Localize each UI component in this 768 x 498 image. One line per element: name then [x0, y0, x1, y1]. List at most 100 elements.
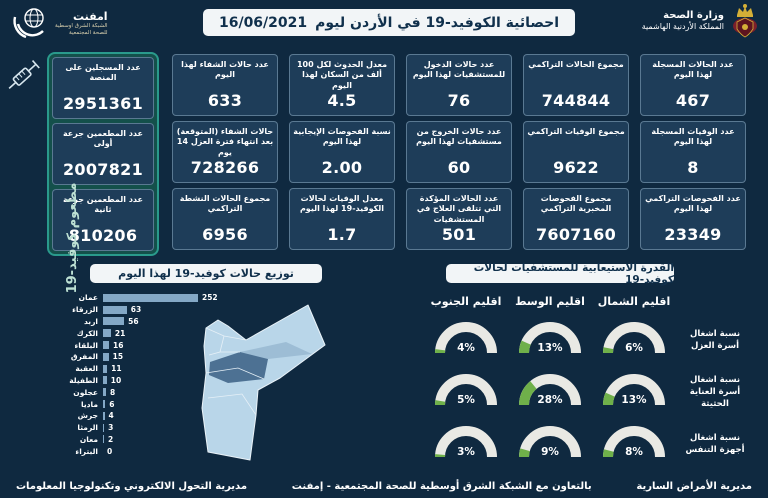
gauge-icon: 6%	[603, 321, 665, 354]
bar-track	[103, 411, 105, 420]
bar-row: الطفيلة 10	[8, 375, 258, 387]
gauge-icon: 13%	[603, 373, 665, 406]
page-title: احصائية الكوفيد-19 في الأردن ليوم	[315, 14, 560, 31]
bar-track	[103, 341, 110, 350]
ministry-name: وزارة الصحة	[663, 9, 724, 21]
stat-label: عدد الفحوصات التراكمي لهذا اليوم	[645, 194, 741, 214]
bar-label: الرمثا	[77, 423, 98, 433]
bar-value: 2	[108, 434, 114, 444]
bar	[103, 435, 104, 444]
stat-card: معدل الوفيات لحالات الكوفيد-19 لهذا اليو…	[289, 188, 395, 250]
bar-track	[103, 305, 127, 314]
moh-emblem-icon	[733, 4, 757, 38]
gauge-value: 13%	[621, 394, 647, 406]
stat-card: مجموع الفحوصات المخبرية التراكمي 7607160	[523, 188, 629, 250]
stat-value: 728266	[190, 158, 260, 178]
bar-track	[103, 293, 198, 302]
gauge-icon: 28%	[519, 373, 581, 406]
stat-card: عدد الحالات المؤكدة التي تتلقى العلاج في…	[406, 188, 512, 250]
gauge: 4%	[429, 318, 503, 363]
bar-track	[103, 364, 108, 373]
stat-value: 76	[447, 91, 471, 110]
bar	[103, 329, 111, 338]
bar-value: 0	[107, 446, 113, 456]
syringe-icon	[8, 60, 40, 89]
stat-label: حالات الشفاء (المتوقعة) بعد انتهاء فترة …	[176, 127, 274, 157]
stat-label: مجموع الحالات التراكمي	[528, 60, 624, 69]
bar-track	[103, 329, 111, 338]
emphnet-logo: امفنت الشبكة الشرق اوسطية للصحة المجتمعي…	[12, 4, 108, 42]
footer: مديرية الأمراض السارية بالتعاون مع الشبك…	[0, 481, 768, 492]
stat-value: 810206	[68, 226, 138, 245]
stat-value: 1.7	[327, 225, 357, 244]
bar-label: عجلون	[73, 387, 98, 397]
bar-row: المفرق 15	[8, 351, 258, 363]
stat-value: 4.5	[327, 91, 357, 111]
bar	[103, 376, 107, 385]
bar-value: 63	[130, 305, 142, 315]
bar-label: المفرق	[70, 352, 98, 362]
bar-label: الزرقاء	[72, 305, 98, 315]
bar-row: اربد 56	[8, 316, 258, 328]
bar	[103, 364, 108, 373]
bar-label: ماديا	[81, 399, 98, 409]
capacity-title-box: القدرة الاستيعابية للمستشفيات لحالات كوف…	[446, 262, 674, 286]
bar-track	[103, 400, 106, 409]
bar	[103, 305, 127, 314]
stat-card: معدل الحدوث لكل 100 ألف من السكان لهذا ا…	[289, 54, 395, 116]
gauge: 9%	[513, 422, 587, 467]
vaccination-panel: مطعوم كوفيد-19 عدد المسجلين على المنصة 29…	[47, 52, 159, 293]
gauge-value: 8%	[625, 446, 643, 458]
stat-card: حالات الشفاء (المتوقعة) بعد انتهاء فترة …	[172, 121, 278, 183]
stat-label: مجموع الفحوصات المخبرية التراكمي	[540, 194, 612, 214]
bar-value: 21	[114, 328, 126, 338]
region-header: اقليم الشمال	[597, 294, 671, 308]
stat-value: 2951361	[62, 94, 144, 113]
stat-value: 2007821	[62, 160, 144, 179]
gauge-icon: 8%	[603, 425, 665, 458]
stat-card: عدد الحالات المسجلة لهذا اليوم 467	[640, 54, 746, 116]
bar-track	[103, 317, 125, 326]
gauge-value: 9%	[541, 446, 559, 458]
stat-value: 467	[675, 91, 711, 110]
page-title-box: احصائية الكوفيد-19 في الأردن ليوم 16/06/…	[203, 9, 575, 36]
region-header: اقليم الجنوب	[430, 294, 502, 308]
stat-value: 23349	[664, 225, 722, 244]
gauge-value: 3%	[457, 446, 475, 458]
bar	[103, 352, 109, 361]
gauge: 5%	[429, 370, 503, 415]
stats-grid: عدد الحالات المسجلة لهذا اليوم 467 مجموع ا…	[172, 54, 746, 250]
bar-value: 4	[108, 411, 114, 421]
stat-label: معدل الحدوث لكل 100 ألف من السكان لهذا ا…	[296, 60, 388, 90]
jordan-map	[201, 304, 326, 461]
stat-card: عدد الفحوصات التراكمي لهذا اليوم 23349	[640, 188, 746, 250]
stat-card: عدد الوفيات المسجلة لهذا اليوم 8	[640, 121, 746, 183]
gauge-value: 28%	[537, 394, 563, 406]
stat-label: عدد المطعمين جرعة ثانية	[62, 195, 144, 215]
bar-value: 252	[202, 293, 218, 303]
bar-track	[103, 423, 105, 432]
footer-center: بالتعاون مع الشبكة الشرق أوسطية للصحة ال…	[291, 481, 592, 492]
globe-icon	[13, 8, 44, 39]
gauge: 8%	[597, 422, 671, 467]
bar-track	[103, 376, 107, 385]
emphnet-subtitle: الشبكة الشرق اوسطية	[55, 23, 108, 29]
stat-label: عدد الحالات المؤكدة التي تتلقى العلاج في…	[416, 194, 502, 224]
bar-label: البلقاء	[74, 340, 98, 350]
report-date: 16/06/2021	[218, 14, 308, 31]
vaccination-card: عدد المطعمين جرعة ثانية 810206	[52, 189, 154, 251]
map-region-dark	[209, 352, 268, 383]
bar-chart: عمان 252 الزرقاء 63 اربد 56 الكرك 21 البلقاء 16 ال…	[8, 292, 258, 457]
vaccination-card: عدد المسجلين على المنصة 2951361	[52, 57, 154, 119]
bar-row: ماديا 6	[8, 398, 258, 410]
stat-label: عدد المسجلين على المنصة	[65, 63, 141, 83]
gauge-icon: 5%	[434, 373, 497, 406]
moh-logo: وزارة الصحة المملكة الأردنية الهاشمية	[642, 3, 760, 39]
emphnet-subtitle: للصحة المجتمعية	[69, 29, 108, 36]
bar-track	[103, 388, 107, 397]
stat-card: مجموع الوفيات التراكمي 9622	[523, 121, 629, 183]
bar-row: عمان 252	[8, 292, 258, 304]
bar-value: 11	[111, 364, 122, 374]
gauge: 13%	[597, 370, 671, 415]
stat-label: عدد حالات الشفاء لهذا اليوم	[181, 60, 269, 80]
